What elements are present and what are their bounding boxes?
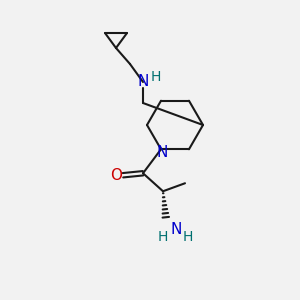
Text: H: H [158,230,168,244]
Text: N: N [170,222,182,237]
Text: N: N [137,74,149,89]
Text: O: O [110,168,122,183]
Text: N: N [156,145,168,160]
Text: H: H [183,230,193,244]
Text: H: H [151,70,161,84]
